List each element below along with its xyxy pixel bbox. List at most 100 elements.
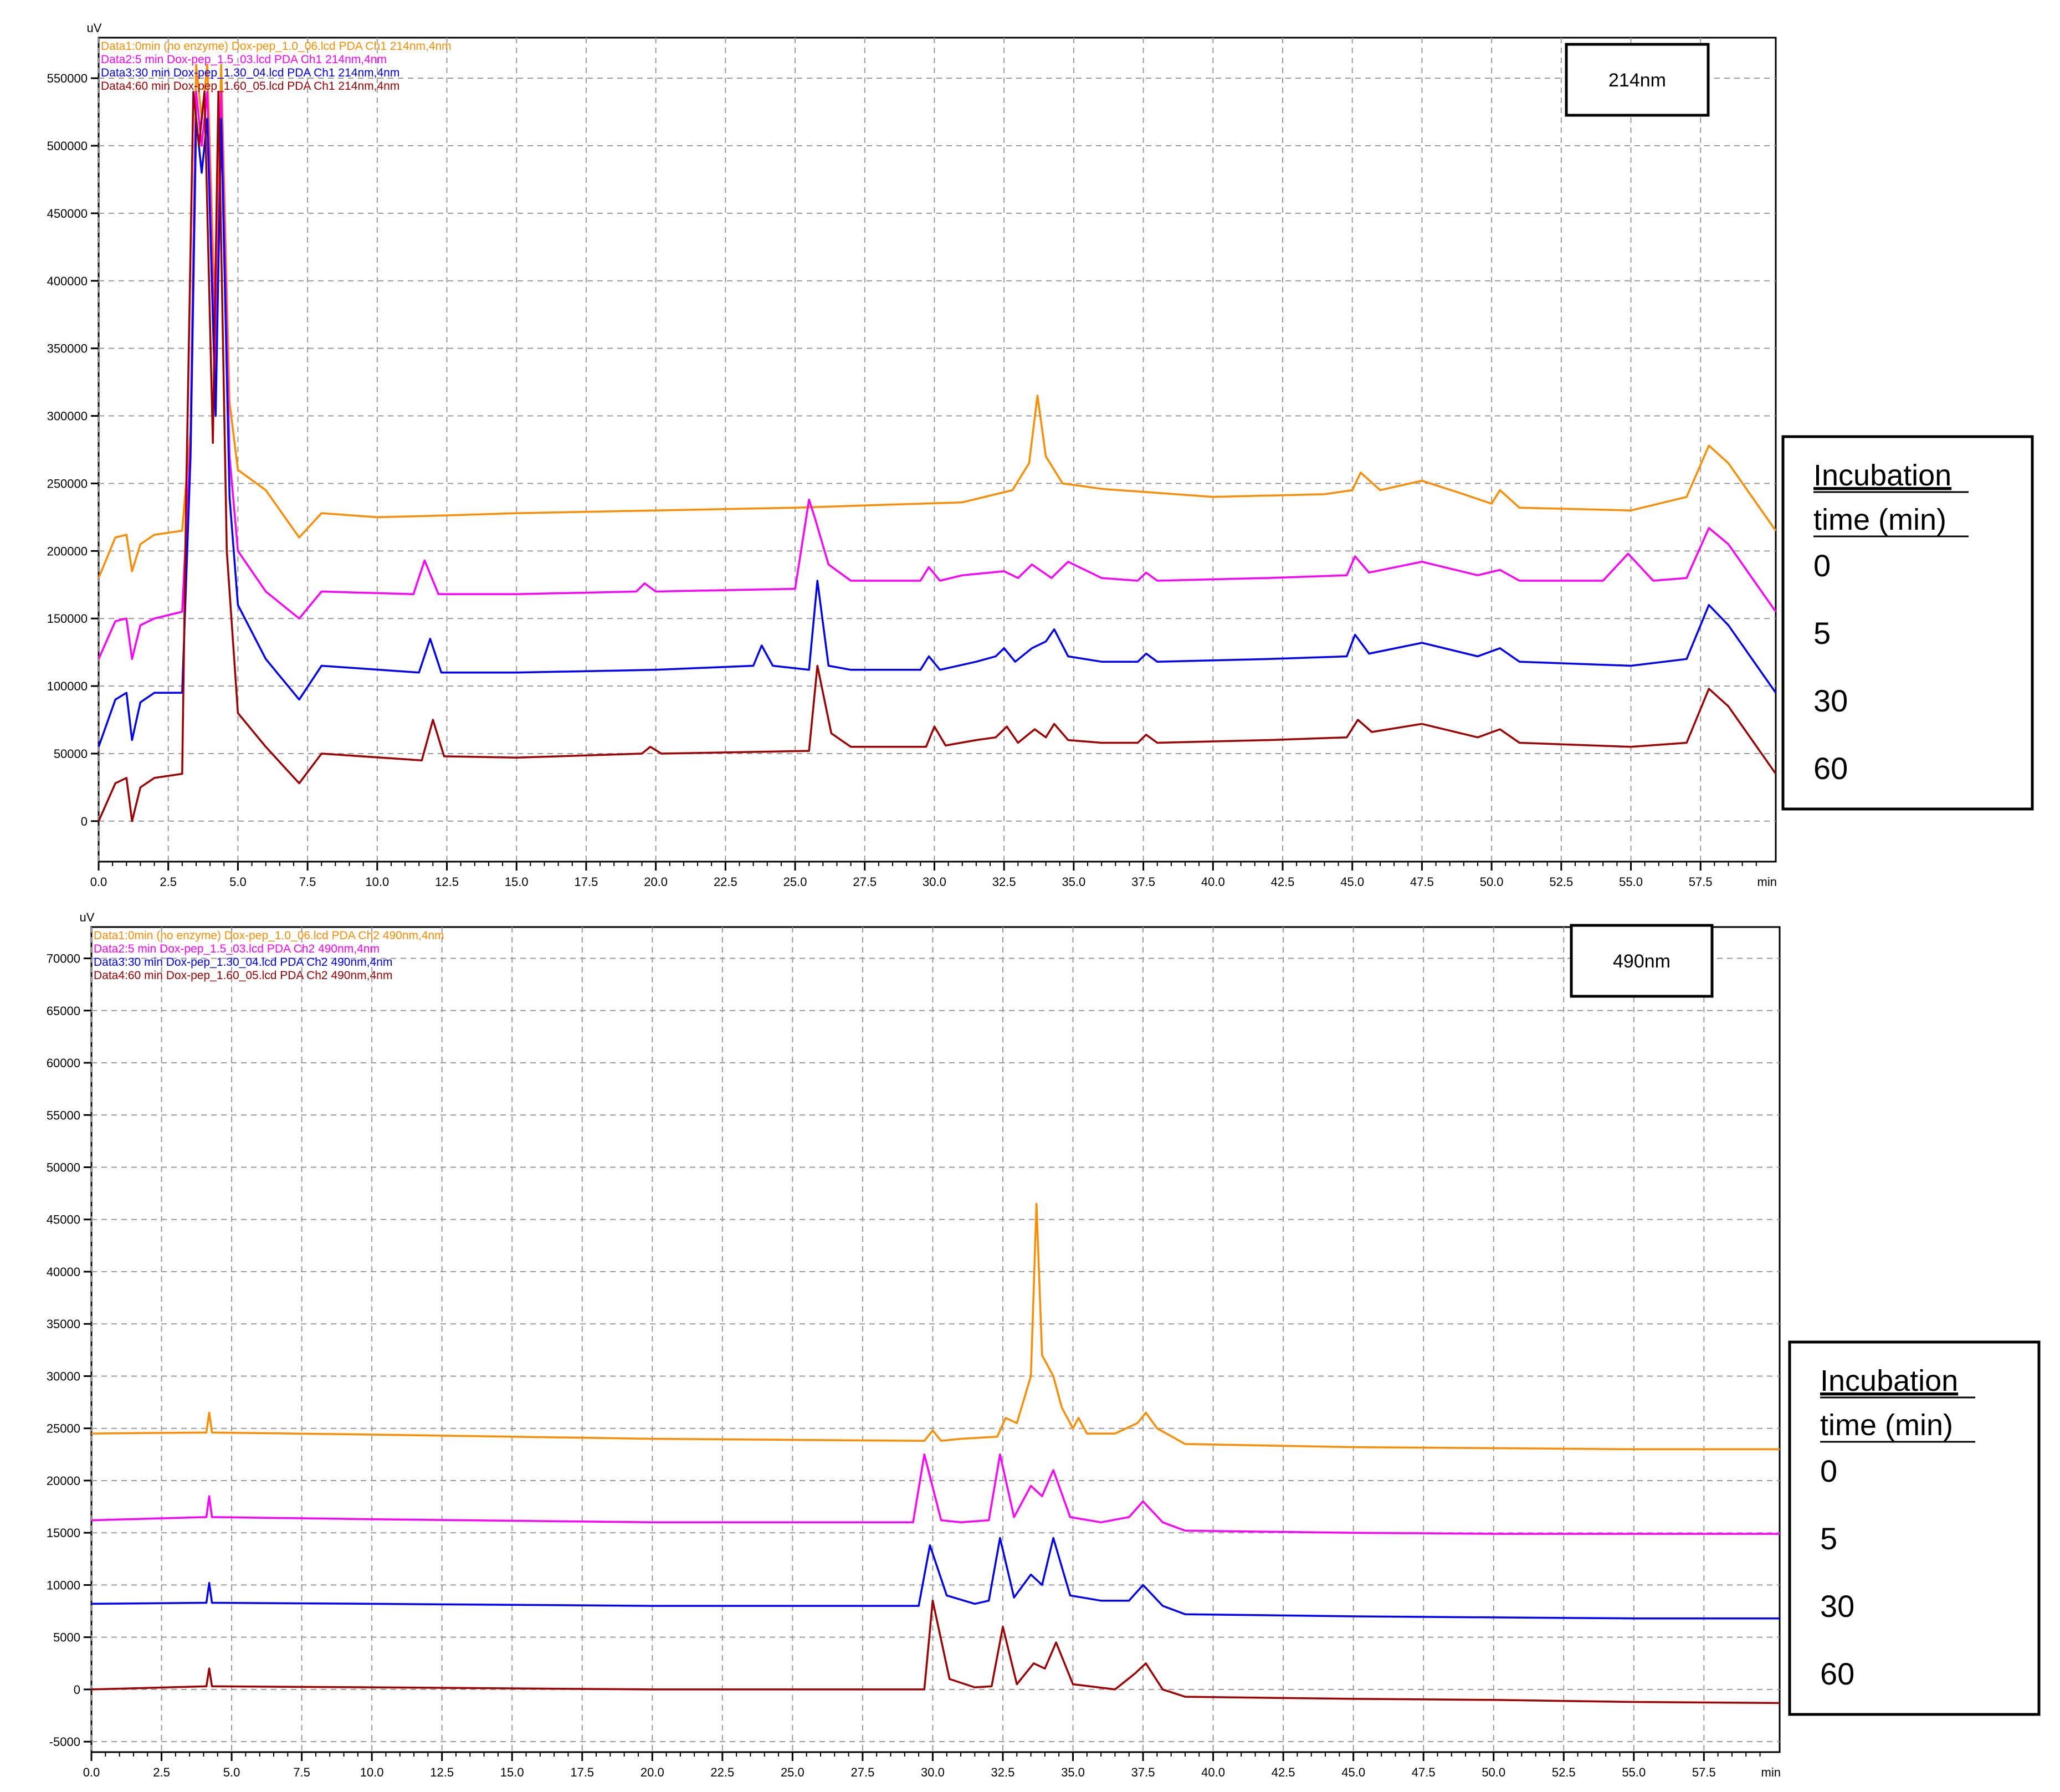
chart1-series-label-0: Data1:0min (no enzyme) Dox-pep_1.0_06.lc… [94, 929, 444, 942]
chart0-series-line-2 [98, 117, 1777, 747]
chart0-x-tick-label: 27.5 [853, 875, 877, 889]
chart0-x-tick-label: 5.0 [229, 875, 247, 889]
chart1-x-tick-label: 40.0 [1201, 1765, 1225, 1779]
chart1-series-label-2: Data3:30 min Dox-pep_1.30_04.lcd PDA Ch2… [94, 956, 392, 969]
chart0-series-label-3: Data4:60 min Dox-pep_1.60_05.lcd PDA Ch1… [101, 80, 399, 93]
chart1-y-tick-label: 60000 [47, 1056, 80, 1070]
chart1-y-unit-label: uV [80, 910, 95, 924]
chart0-x-tick-label: 7.5 [299, 875, 316, 889]
chart1-series-line-1 [91, 1453, 1780, 1535]
chart1-legend-entry: 30 [1820, 1589, 1854, 1624]
chart1-wavelength-box [1570, 924, 1714, 998]
chart0-y-tick-label: 500000 [47, 139, 88, 153]
chart0-x-tick-label: 17.5 [575, 875, 598, 889]
chart0-y-tick-label: 50000 [54, 747, 88, 761]
chart0-x-tick-label: 0.0 [90, 875, 107, 889]
chart1-series-line-0 [91, 1202, 1780, 1451]
chart0-series-label-2: Data3:30 min Dox-pep_1.30_04.lcd PDA Ch1… [101, 66, 399, 79]
chart0-x-tick-label: 50.0 [1480, 875, 1504, 889]
chart1-series-label-1: Data2:5 min Dox-pep_1.5_03.lcd PDA Ch2 4… [94, 943, 380, 955]
chart1-x-tick-label: 57.5 [1692, 1765, 1716, 1779]
chart1-x-unit-label: min [1761, 1765, 1781, 1779]
chart1-y-tick-label: 0 [74, 1683, 80, 1697]
chart1-x-tick-label: 27.5 [850, 1765, 874, 1779]
chart0-x-tick-label: 20.0 [644, 875, 668, 889]
chart1-y-tick-label: 50000 [47, 1161, 80, 1175]
chart0-x-tick-label: 40.0 [1201, 875, 1225, 889]
chart1-x-tick-label: 22.5 [710, 1765, 734, 1779]
chart1-x-tick-label: 30.0 [921, 1765, 945, 1779]
chart1-x-tick-label: 47.5 [1412, 1765, 1436, 1779]
chart0-x-tick-label: 25.0 [783, 875, 807, 889]
chart1-legend-entry: 5 [1820, 1521, 1837, 1556]
chart0-x-tick-label: 10.0 [365, 875, 389, 889]
chart0-y-tick-label: 300000 [47, 409, 88, 423]
chart0-legend-entry: 0 [1813, 548, 1831, 583]
chart1-x-tick-label: 0.0 [83, 1765, 100, 1779]
chart0-x-tick-label: 22.5 [714, 875, 737, 889]
chart0-y-unit-label: uV [87, 21, 102, 35]
chart0-y-tick-label: 0 [81, 815, 88, 828]
chart1-x-tick-label: 17.5 [570, 1765, 594, 1779]
chart1-x-tick-label: 15.0 [500, 1765, 524, 1779]
chart1-y-tick-label: 25000 [47, 1422, 80, 1436]
chart1-y-tick-label: 15000 [47, 1526, 80, 1540]
chart1-y-tick-label: -5000 [49, 1735, 80, 1749]
chart1-y-tick-label: 20000 [47, 1474, 80, 1488]
chart1-x-tick-label: 5.0 [223, 1765, 240, 1779]
chart0-legend-title-line2: time (min) [1813, 503, 1946, 536]
chart1-y-tick-label: 55000 [47, 1108, 80, 1122]
chart0-y-tick-label: 550000 [47, 71, 88, 85]
chart1-wavelength-label: 490nm [1613, 951, 1670, 972]
chart1-legend-entry: 0 [1820, 1453, 1837, 1488]
chart0-x-tick-label: 32.5 [992, 875, 1016, 889]
chart1-x-tick-label: 10.0 [360, 1765, 384, 1779]
chart1-x-tick-label: 37.5 [1131, 1765, 1155, 1779]
chart1-y-tick-label: 70000 [47, 952, 80, 966]
chart0-x-unit-label: min [1757, 875, 1777, 889]
chart0-x-tick-label: 15.0 [505, 875, 529, 889]
chart0-y-tick-label: 100000 [47, 679, 88, 693]
chart1-y-tick-label: 30000 [47, 1369, 80, 1383]
chart1-y-tick-label: 65000 [47, 1004, 80, 1018]
chart0-series-label-1: Data2:5 min Dox-pep_1.5_03.lcd PDA Ch1 2… [101, 53, 387, 66]
chart1-series-label-3: Data4:60 min Dox-pep_1.60_05.lcd PDA Ch2… [94, 969, 392, 982]
chart0-y-tick-label: 150000 [47, 612, 88, 626]
chart0-x-tick-label: 45.0 [1340, 875, 1364, 889]
chart0-y-tick-label: 250000 [47, 477, 88, 490]
chart0-y-tick-label: 450000 [47, 207, 88, 221]
chart1-x-tick-label: 35.0 [1061, 1765, 1085, 1779]
chart1-series-line-3 [91, 1599, 1780, 1704]
chart1-x-tick-label: 55.0 [1622, 1765, 1646, 1779]
chart0-y-tick-label: 200000 [47, 544, 88, 558]
chart1-legend-title-line2: time (min) [1820, 1409, 1953, 1442]
chart0-legend-box [1781, 435, 2034, 811]
chart1-legend-entry: 60 [1820, 1656, 1854, 1691]
chart1-plot-frame [90, 926, 1781, 1753]
chart0-series-line-3 [98, 90, 1777, 822]
chart0-y-tick-label: 400000 [47, 274, 88, 288]
chart1-legend-box [1788, 1340, 2041, 1716]
chart0-x-tick-label: 52.5 [1549, 875, 1573, 889]
chart0-x-tick-label: 55.0 [1619, 875, 1643, 889]
chart0-legend-entry: 5 [1813, 616, 1831, 651]
chart1-y-tick-label: 45000 [47, 1213, 80, 1227]
chart0-legend-title-line1: Incubation [1813, 459, 1951, 492]
chart1-x-tick-label: 50.0 [1482, 1765, 1505, 1779]
chart0-x-tick-label: 57.5 [1689, 875, 1713, 889]
chart1-x-tick-label: 12.5 [430, 1765, 454, 1779]
chart1-x-tick-label: 20.0 [640, 1765, 664, 1779]
chart1-x-tick-label: 32.5 [991, 1765, 1015, 1779]
chart0-x-tick-label: 37.5 [1131, 875, 1155, 889]
chart1-legend-title-line1: Incubation [1820, 1364, 1958, 1397]
chart0-x-tick-label: 47.5 [1410, 875, 1434, 889]
chart0-wavelength-label: 214nm [1608, 70, 1666, 91]
chart1-y-tick-label: 5000 [53, 1631, 80, 1645]
chart0-x-tick-label: 35.0 [1062, 875, 1085, 889]
chart1-series-line-2 [91, 1537, 1780, 1620]
chart0-series-label-0: Data1:0min (no enzyme) Dox-pep_1.0_06.lc… [101, 40, 452, 53]
chart0-legend-entry: 30 [1813, 683, 1848, 718]
chart1-x-tick-label: 2.5 [153, 1765, 170, 1779]
chart1-x-tick-label: 42.5 [1272, 1765, 1295, 1779]
